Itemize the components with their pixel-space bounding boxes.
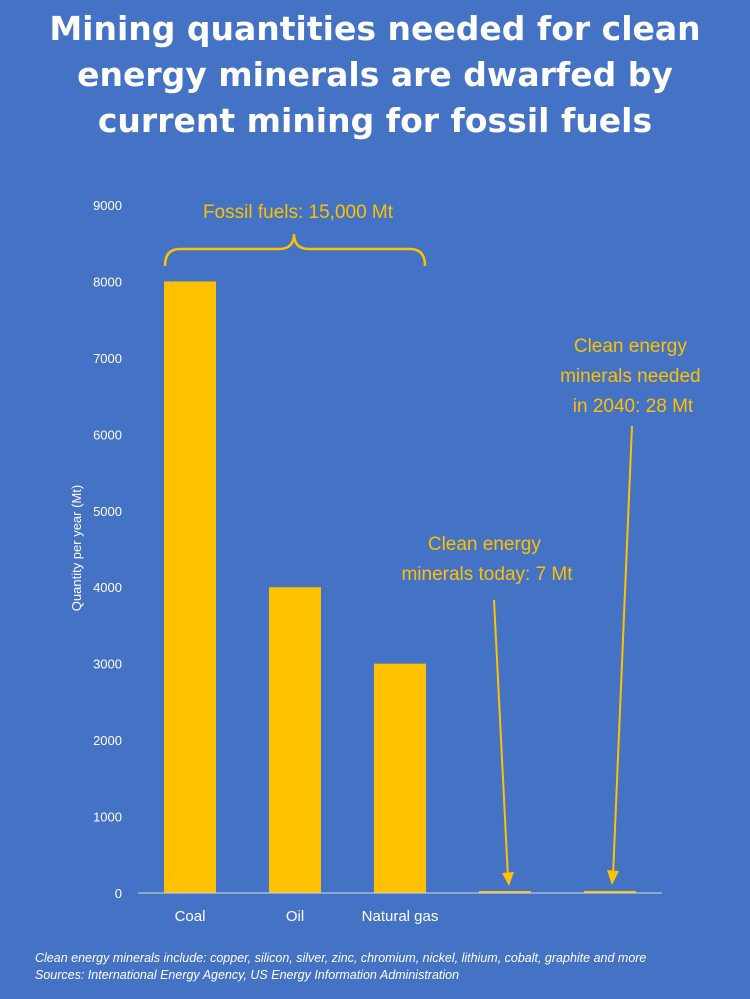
clean-needed-line-1: Clean energy — [574, 336, 688, 357]
clean-today-annotation: Clean energy minerals today: 7 Mt — [401, 534, 573, 585]
y-tick-label: 6000 — [93, 427, 122, 442]
clean-needed-line-3: in 2040: 28 Mt — [573, 396, 694, 417]
clean-needed-arrowhead — [607, 870, 619, 885]
bar-4 — [479, 891, 531, 893]
clean-needed-annotation: Clean energy minerals needed in 2040: 28… — [560, 336, 706, 417]
footer: Clean energy minerals include: copper, s… — [35, 950, 745, 984]
y-axis-label: Quantity per year (Mt) — [69, 485, 84, 611]
bar-2 — [269, 587, 321, 893]
footer-sources: Sources: International Energy Agency, US… — [35, 968, 460, 982]
y-axis-ticks: 0 1000 2000 3000 4000 5000 6000 7000 8000 9000 — [93, 198, 122, 901]
chart-title: Mining quantities needed for clean energ… — [0, 6, 750, 144]
bar-5 — [584, 890, 636, 893]
y-tick-label: 8000 — [93, 274, 122, 289]
y-tick-label: 0 — [115, 886, 122, 901]
y-tick-label: 7000 — [93, 351, 122, 366]
y-tick-label: 2000 — [93, 733, 122, 748]
clean-needed-line-2: minerals needed — [560, 366, 700, 387]
y-tick-label: 1000 — [93, 810, 122, 825]
y-tick-label: 9000 — [93, 198, 122, 213]
clean-needed-arrow — [612, 425, 633, 877]
x-axis-categories: Coal Oil Natural gas — [175, 908, 439, 925]
bars — [164, 281, 636, 893]
title-line-2: energy minerals are dwarfed by — [77, 55, 673, 94]
y-tick-label: 4000 — [93, 580, 122, 595]
clean-today-line-2: minerals today: 7 Mt — [401, 564, 573, 585]
footer-note: Clean energy minerals include: copper, s… — [35, 951, 647, 965]
clean-today-arrowhead — [502, 872, 514, 886]
title-line-3: current mining for fossil fuels — [97, 101, 653, 140]
y-tick-label: 5000 — [93, 504, 122, 519]
fossil-fuels-brace — [163, 233, 427, 267]
x-category-label: Coal — [175, 908, 206, 925]
bar-1 — [164, 281, 216, 893]
title-line-1: Mining quantities needed for clean — [49, 9, 701, 48]
clean-today-line-1: Clean energy — [428, 534, 542, 555]
x-category-label: Natural gas — [362, 908, 439, 925]
clean-today-arrow — [493, 599, 509, 879]
bar-3 — [374, 663, 426, 893]
y-tick-label: 3000 — [93, 657, 122, 672]
x-category-label: Oil — [286, 908, 304, 925]
fossil-fuels-annotation: Fossil fuels: 15,000 Mt — [203, 202, 394, 223]
